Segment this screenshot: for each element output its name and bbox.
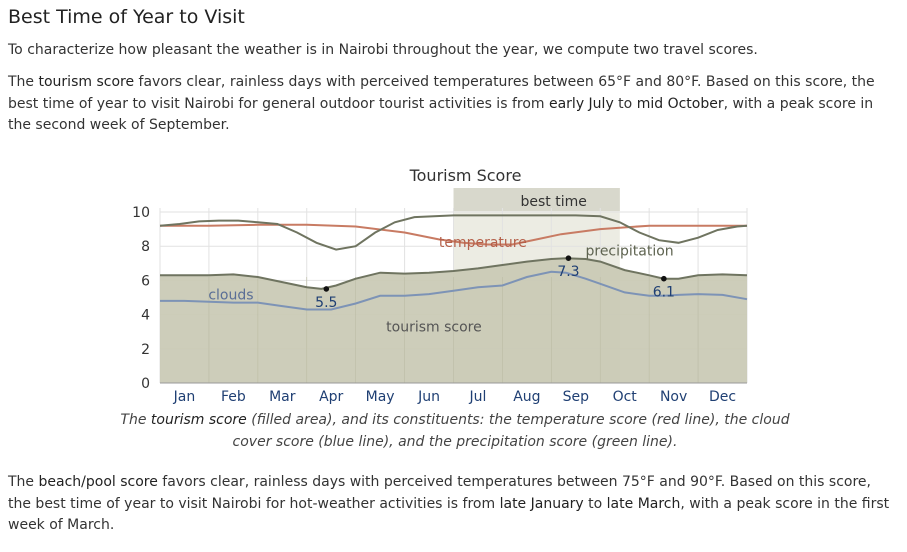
y-tick-label: 2 [141,342,150,358]
tourism-paragraph: The tourism score favors clear, rainless… [8,72,898,137]
text: to [613,95,637,112]
y-tick-label: 10 [132,205,150,221]
marker-value-label: 6.1 [653,285,675,301]
clouds-series-label: clouds [208,288,253,304]
peak-marker [323,286,330,292]
x-tick-label: Jul [469,389,487,405]
x-tick-label: Sep [563,389,590,405]
text: (filled area), and its constituents: the… [232,412,790,450]
peak-marker [661,275,667,282]
text: favors clear, rainless days with perceiv… [8,474,871,512]
x-tick-label: Jun [417,389,440,405]
range-start: early July [548,95,614,112]
chart-caption: The tourism score (filled area), and its… [120,410,790,453]
x-tick-label: Jan [173,389,196,405]
y-tick-label: 4 [141,308,150,324]
precipitation-series-label: precipitation [585,243,673,259]
temperature-series-label: temperature [439,235,527,251]
x-tick-label: Aug [513,389,540,405]
y-tick-label: 6 [141,273,150,289]
chart-title: Tourism Score [409,166,522,185]
text: , with a peak score in the second week o… [8,95,874,134]
marker-value-label: 7.3 [557,264,579,280]
tourism-score-term: tourism score [38,74,135,90]
text: The [8,474,39,490]
text: , with a peak score in the first week of… [8,495,890,534]
y-tick-label: 0 [141,376,150,392]
x-tick-label: Feb [221,389,246,405]
text: The [8,74,39,90]
text: to [583,495,607,512]
x-tick-label: Mar [269,389,296,405]
peak-marker [565,255,572,261]
beach-score-term: beach/pool score [38,474,158,490]
best-time-header [453,188,620,211]
x-tick-label: Apr [319,389,343,405]
text: The [120,412,151,428]
x-tick-label: May [366,389,395,405]
range-start: late January [499,495,584,512]
text: favors clear, rainless days with perceiv… [8,74,875,112]
range-end: mid October [636,95,724,112]
tourism-score-line [160,257,748,290]
tourism-score-chart: Tourism Score best time 0 2 4 6 8 10 Jan Feb Mar Ap… [132,166,748,405]
x-tick-label: Nov [660,389,687,405]
best-time-label: best time [520,194,586,210]
x-tick-label: Dec [709,389,736,405]
x-tick-label: Oct [613,389,638,405]
section-heading: Best Time of Year to Visit [8,6,245,28]
marker-value-label: 5.5 [315,295,337,311]
precipitation-score-line [159,214,748,251]
cloud-score-line [160,270,748,311]
range-end: late March [606,495,681,512]
y-tick-label: 8 [141,239,150,255]
tourism-series-label: tourism score [386,320,482,336]
beach-paragraph: The beach/pool score favors clear, rainl… [8,472,898,537]
intro-paragraph: To characterize how pleasant the weather… [8,42,758,58]
caption-tourism-score-term: tourism score [150,412,247,428]
temperature-score-line [160,223,747,246]
